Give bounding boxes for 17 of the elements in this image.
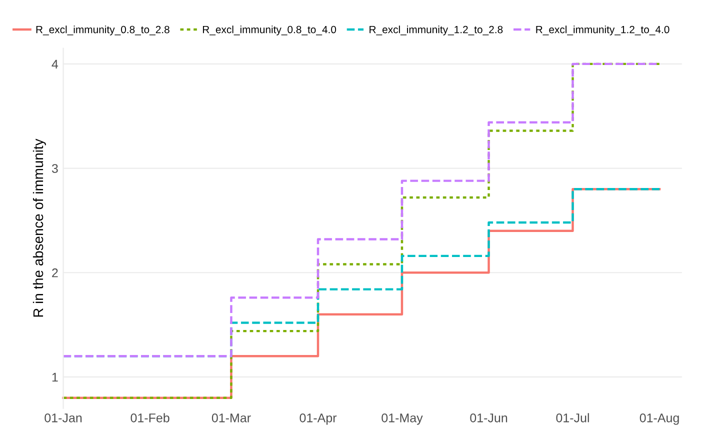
x-tick-label: 01-Mar (212, 413, 251, 422)
x-tick-label: 01-Feb (130, 413, 170, 422)
x-tick-label: 01-Aug (640, 413, 679, 425)
y-tick-label: 4 (52, 60, 58, 68)
y-tick-label: 1 (52, 372, 58, 382)
y-axis-title: R in the absence of immunity (32, 138, 46, 317)
y-tick-label: 3 (52, 164, 58, 173)
x-tick-label: 01-Jul (556, 413, 589, 422)
y-tick-label: 2 (52, 268, 58, 278)
x-tick-label: 01-May (382, 413, 423, 425)
legend-label: R_excl_immunity_1.2_to_4.0 (536, 26, 670, 36)
x-tick-label: 01-Jun (470, 413, 508, 422)
legend-label: R_excl_immunity_0.8_to_2.8 (36, 26, 170, 36)
x-tick-label: 01-Jan (44, 413, 82, 422)
x-tick-label: 01-Apr (300, 413, 337, 425)
legend-label: R_excl_immunity_0.8_to_4.0 (202, 26, 336, 36)
legend-label: R_excl_immunity_1.2_to_2.8 (370, 26, 503, 36)
